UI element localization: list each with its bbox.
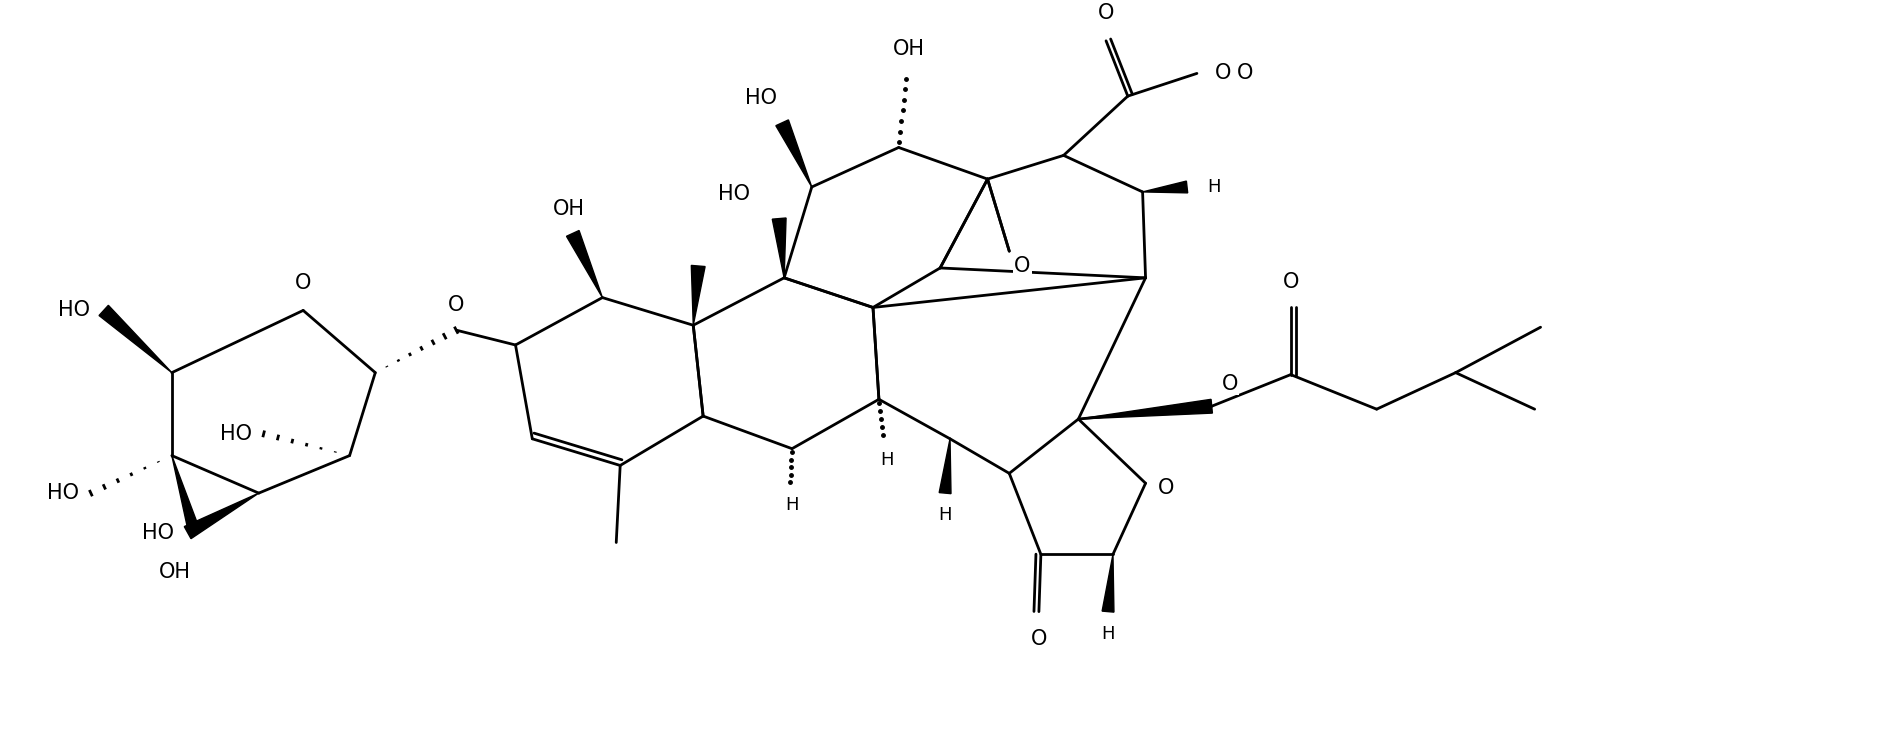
- Polygon shape: [773, 218, 786, 278]
- Text: O: O: [1030, 630, 1047, 650]
- Text: OH: OH: [552, 198, 585, 218]
- Text: O: O: [1215, 64, 1232, 84]
- Text: H: H: [784, 496, 800, 514]
- Text: O: O: [295, 272, 312, 292]
- Polygon shape: [185, 493, 259, 539]
- Text: OH: OH: [893, 38, 925, 58]
- Text: H: H: [1101, 625, 1114, 644]
- Text: HO: HO: [57, 300, 89, 320]
- Text: HO: HO: [48, 483, 78, 503]
- Polygon shape: [775, 120, 811, 187]
- Text: HO: HO: [219, 424, 251, 444]
- Text: O: O: [1158, 478, 1173, 498]
- Polygon shape: [171, 456, 200, 534]
- Text: HO: HO: [744, 88, 777, 108]
- Polygon shape: [1078, 400, 1213, 419]
- Polygon shape: [99, 306, 171, 373]
- Text: O: O: [1222, 374, 1238, 394]
- Text: H: H: [880, 451, 893, 468]
- Text: O: O: [447, 295, 465, 315]
- Text: O: O: [1099, 3, 1114, 23]
- Polygon shape: [567, 230, 602, 297]
- Text: O: O: [1015, 256, 1030, 276]
- Text: O: O: [1283, 272, 1299, 292]
- Polygon shape: [1142, 181, 1188, 193]
- Polygon shape: [1102, 554, 1114, 612]
- Polygon shape: [939, 439, 950, 494]
- Text: O: O: [1236, 64, 1253, 84]
- Text: HO: HO: [718, 184, 750, 204]
- Text: OH: OH: [158, 562, 190, 582]
- Text: H: H: [1207, 178, 1220, 196]
- Text: HO: HO: [141, 522, 173, 542]
- Polygon shape: [691, 266, 704, 326]
- Text: H: H: [939, 506, 952, 524]
